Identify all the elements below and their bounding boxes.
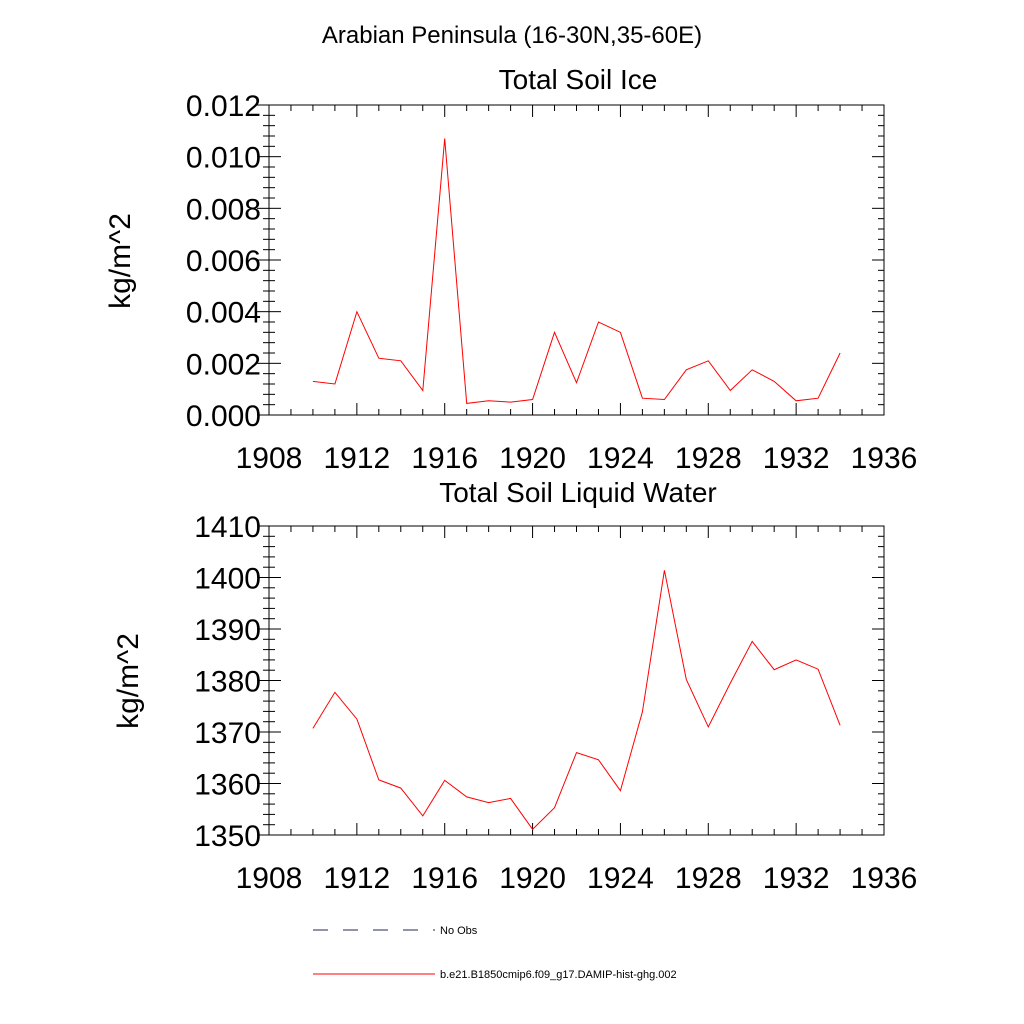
y-axis-label: kg/m^2 [104,213,137,309]
x-tick-label: 1912 [323,862,390,895]
y-tick-label: 0.000 [186,400,261,433]
x-tick-label: 1924 [587,442,654,475]
y-tick-label: 0.010 [186,142,261,175]
x-tick-label: 1936 [851,862,918,895]
x-tick-label: 1928 [675,862,742,895]
legend: No Obs b.e21.B1850cmip6.f09_g17.DAMIP-hi… [313,925,677,981]
y-tick-label: 0.012 [186,90,261,123]
x-tick-label: 1916 [411,442,478,475]
legend-label-no-obs: No Obs [440,925,478,937]
x-tick-label: 1932 [763,862,830,895]
y-tick-label: 0.008 [186,193,261,226]
y-tick-label: 1400 [194,563,261,596]
series-line [312,570,841,831]
y-tick-label: 1410 [194,511,261,544]
legend-label-model: b.e21.B1850cmip6.f09_g17.DAMIP-hist-ghg.… [440,969,677,981]
x-tick-label: 1908 [236,862,303,895]
panel-total-soil-liquid-water: Total Soil Liquid Water kg/m^2 1908 1912 1… [112,477,917,895]
x-tick-label: 1920 [499,442,566,475]
y-axis-label: kg/m^2 [112,633,145,729]
y-tick-label: 0.002 [186,348,261,381]
panel-title: Total Soil Ice [499,64,658,95]
y-tick-label: 0.006 [186,245,261,278]
x-tick-label: 1928 [675,442,742,475]
figure-title: Arabian Peninsula (16-30N,35-60E) [322,22,702,49]
y-tick-label: 0.004 [186,297,261,330]
x-tick-label: 1920 [499,862,566,895]
x-tick-label: 1908 [236,442,303,475]
x-tick-label: 1932 [763,442,830,475]
y-tick-label: 1350 [194,820,261,853]
x-tick-label: 1936 [851,442,918,475]
y-tick-label: 1380 [194,666,261,699]
x-tick-label: 1924 [587,862,654,895]
panel-title: Total Soil Liquid Water [439,477,717,508]
y-tick-label: 1370 [194,717,261,750]
panel-total-soil-ice: Total Soil Ice kg/m^2 1908 1912 1916 1920 19… [104,64,917,475]
plot-frame [268,104,885,416]
x-tick-label: 1916 [411,862,478,895]
plot-frame [268,525,885,836]
x-tick-label: 1912 [323,442,390,475]
y-tick-label: 1360 [194,769,261,802]
series-line [312,138,841,404]
y-tick-label: 1390 [194,614,261,647]
